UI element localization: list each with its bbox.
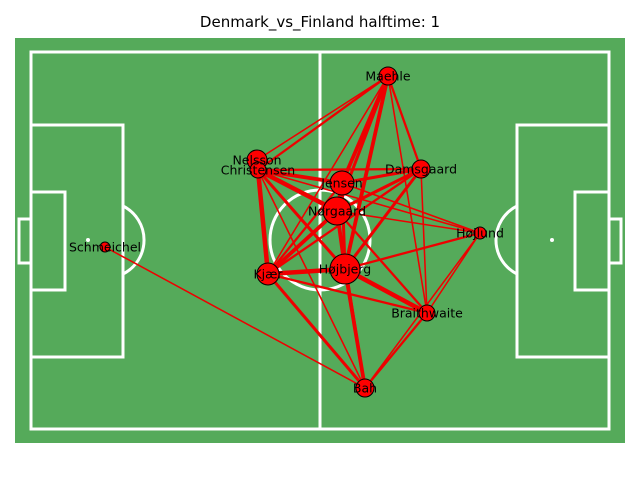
pass-edge-damsgaard-braithwaite bbox=[420, 168, 428, 314]
player-node-hojlund bbox=[473, 226, 487, 240]
right-penalty-arc bbox=[494, 204, 518, 276]
player-node-schmeichel bbox=[99, 241, 111, 253]
pass-edge-christensen-kjaer bbox=[255, 167, 271, 277]
pass-edge-hojbjerg-bah bbox=[343, 267, 367, 390]
player-label-kjaer: Kjær bbox=[253, 267, 283, 282]
player-node-christensen bbox=[249, 161, 267, 179]
player-node-norgaard bbox=[322, 196, 352, 226]
pass-edge-norgaard-kjaer bbox=[266, 209, 339, 276]
pass-edge-damsgaard-hojbjerg bbox=[343, 167, 423, 271]
right-penalty-spot bbox=[550, 238, 554, 242]
player-label-hojbjerg: Højbjerg bbox=[319, 262, 371, 277]
chart-title: Denmark_vs_Finland halftime: 1 bbox=[199, 13, 441, 31]
pass-edge-jensen-damsgaard bbox=[340, 167, 423, 185]
player-label-norgaard: Nørgaard bbox=[308, 204, 366, 219]
player-node-maehle bbox=[378, 66, 398, 86]
pass-edge-schmeichel-bah bbox=[104, 246, 366, 389]
player-label-jensen: Jensen bbox=[320, 176, 362, 191]
pass-edge-hojbjerg-hojlund bbox=[343, 231, 482, 271]
pass-edge-maehle-damsgaard bbox=[386, 74, 423, 171]
pass-edge-christensen-bah bbox=[257, 169, 366, 389]
pass-edge-maehle-christensen bbox=[256, 74, 390, 172]
pass-edge-christensen-damsgaard bbox=[256, 167, 423, 172]
right-goal bbox=[607, 217, 623, 265]
player-node-kjaer bbox=[256, 262, 280, 286]
pass-edge-braithwaite-bah bbox=[363, 311, 429, 390]
player-node-damsgaard bbox=[411, 159, 431, 179]
player-label-braithwaite: Braithwaite bbox=[391, 306, 463, 321]
player-label-maehle: Maehle bbox=[365, 69, 411, 84]
pass-edge-maehle-kjaer bbox=[267, 75, 389, 275]
pitch-markings bbox=[17, 50, 623, 431]
player-label-nelsson: Nelsson bbox=[232, 153, 281, 168]
player-node-braithwaite bbox=[418, 304, 436, 322]
pass-edge-norgaard-hojlund bbox=[336, 210, 481, 234]
pass-edge-maehle-hojbjerg bbox=[343, 74, 390, 271]
pass-edge-damsgaard-norgaard bbox=[335, 167, 423, 213]
player-node-hojbjerg bbox=[329, 253, 361, 285]
pass-edge-hojbjerg-braithwaite bbox=[342, 266, 430, 316]
player-label-christensen: Christensen bbox=[221, 163, 295, 178]
player-node-jensen bbox=[329, 170, 355, 196]
pass-edge-jensen-kjaer bbox=[266, 181, 344, 276]
player-node-bah bbox=[355, 378, 375, 398]
pass-edge-maehle-nelsson bbox=[256, 75, 389, 161]
player-label-damsgaard: Damsgaard bbox=[385, 162, 457, 177]
pass-edge-maehle-braithwaite bbox=[387, 75, 428, 314]
pass-edge-christensen-hojlund bbox=[257, 169, 481, 234]
player-label-bah: Bah bbox=[353, 381, 377, 396]
pass-edge-christensen-hojbjerg bbox=[256, 168, 347, 271]
pass-edge-braithwaite-hojlund bbox=[426, 232, 481, 314]
player-label-hojlund: Højlund bbox=[456, 226, 504, 241]
pass-edge-kjaer-bah bbox=[266, 272, 367, 390]
centre-circle bbox=[268, 188, 372, 292]
player-label-schmeichel: Schmeichel bbox=[69, 240, 141, 255]
pass-edge-jensen-hojlund bbox=[341, 182, 481, 234]
pass-edge-christensen-jensen bbox=[256, 168, 344, 185]
pass-edge-norgaard-braithwaite bbox=[335, 209, 429, 315]
player-nodes bbox=[99, 66, 487, 398]
left-goal bbox=[17, 217, 33, 265]
left-penalty-arc bbox=[122, 204, 146, 276]
left-penalty-spot bbox=[86, 238, 90, 242]
